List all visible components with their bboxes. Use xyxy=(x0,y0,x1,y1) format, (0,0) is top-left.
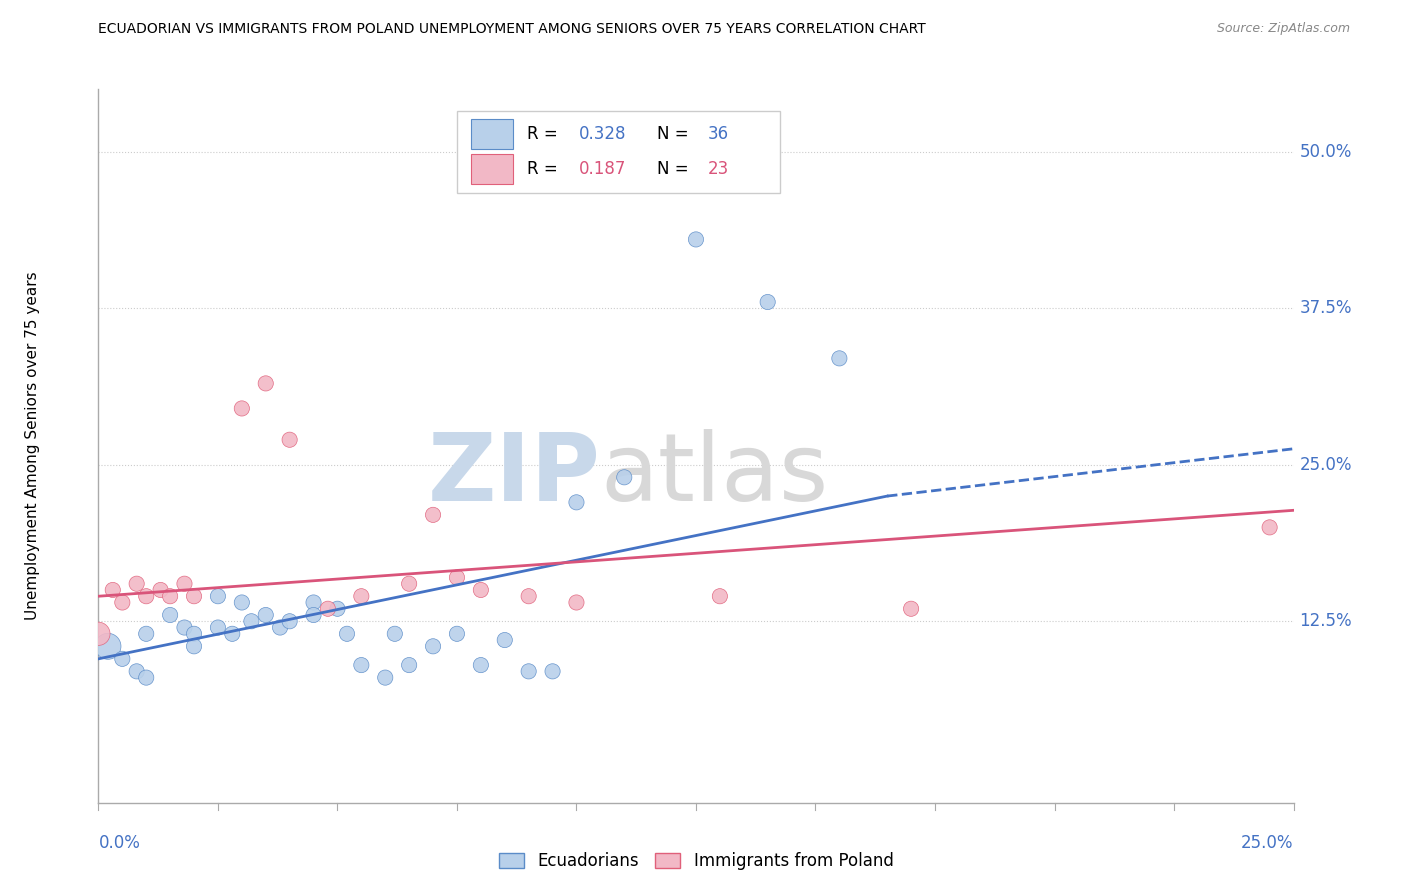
Point xyxy=(350,589,373,603)
Point xyxy=(278,433,301,447)
Text: 12.5%: 12.5% xyxy=(1299,612,1353,631)
Point xyxy=(101,582,124,597)
Text: 0.0%: 0.0% xyxy=(98,834,141,852)
Point xyxy=(517,665,540,679)
Point xyxy=(565,495,588,509)
Text: N =: N = xyxy=(657,161,693,178)
Text: 25.0%: 25.0% xyxy=(1299,456,1353,474)
Text: atlas: atlas xyxy=(600,428,828,521)
Point xyxy=(316,601,339,615)
Text: 0.328: 0.328 xyxy=(579,125,626,143)
Text: N =: N = xyxy=(657,125,693,143)
Point xyxy=(302,595,325,609)
FancyBboxPatch shape xyxy=(457,111,779,193)
Point xyxy=(900,601,922,615)
Point xyxy=(159,589,181,603)
Point xyxy=(613,470,636,484)
Point xyxy=(517,589,540,603)
Point xyxy=(336,627,359,641)
Point xyxy=(565,595,588,609)
Point xyxy=(173,576,195,591)
Point xyxy=(470,658,492,673)
Point xyxy=(278,614,301,628)
Point xyxy=(207,621,229,635)
Point xyxy=(494,633,516,648)
Point xyxy=(269,621,291,635)
Point xyxy=(302,607,325,622)
Point xyxy=(183,640,205,654)
Text: ZIP: ZIP xyxy=(427,428,600,521)
FancyBboxPatch shape xyxy=(471,154,513,184)
Text: ECUADORIAN VS IMMIGRANTS FROM POLAND UNEMPLOYMENT AMONG SENIORS OVER 75 YEARS CO: ECUADORIAN VS IMMIGRANTS FROM POLAND UNE… xyxy=(98,22,927,37)
Point xyxy=(135,671,157,685)
Legend: Ecuadorians, Immigrants from Poland: Ecuadorians, Immigrants from Poland xyxy=(492,846,900,877)
Text: 25.0%: 25.0% xyxy=(1241,834,1294,852)
Point xyxy=(125,576,148,591)
Point xyxy=(135,589,157,603)
Point xyxy=(125,665,148,679)
Point xyxy=(97,640,120,654)
Point xyxy=(159,607,181,622)
Point xyxy=(149,582,172,597)
FancyBboxPatch shape xyxy=(471,120,513,149)
Point xyxy=(254,376,277,391)
Text: 23: 23 xyxy=(709,161,730,178)
Point xyxy=(240,614,263,628)
Point xyxy=(828,351,851,366)
Point xyxy=(541,665,564,679)
Text: 36: 36 xyxy=(709,125,730,143)
Point xyxy=(254,607,277,622)
Point xyxy=(446,627,468,641)
Point xyxy=(231,595,253,609)
Point xyxy=(685,232,707,246)
Point xyxy=(398,658,420,673)
Point xyxy=(709,589,731,603)
Point xyxy=(207,589,229,603)
Point xyxy=(350,658,373,673)
Text: 37.5%: 37.5% xyxy=(1299,300,1353,318)
Point xyxy=(756,295,779,310)
Point xyxy=(183,589,205,603)
Point xyxy=(111,652,134,666)
Point xyxy=(422,640,444,654)
Point xyxy=(221,627,243,641)
Point xyxy=(470,582,492,597)
Point xyxy=(87,627,110,641)
Point xyxy=(135,627,157,641)
Text: 0.187: 0.187 xyxy=(579,161,626,178)
Text: R =: R = xyxy=(527,161,564,178)
Text: R =: R = xyxy=(527,125,564,143)
Point xyxy=(183,627,205,641)
Point xyxy=(384,627,406,641)
Text: 50.0%: 50.0% xyxy=(1299,143,1353,161)
Point xyxy=(173,621,195,635)
Point xyxy=(326,601,349,615)
Point xyxy=(422,508,444,522)
Point xyxy=(231,401,253,416)
Point xyxy=(398,576,420,591)
Point xyxy=(1258,520,1281,534)
Point xyxy=(111,595,134,609)
Text: Source: ZipAtlas.com: Source: ZipAtlas.com xyxy=(1216,22,1350,36)
Text: Unemployment Among Seniors over 75 years: Unemployment Among Seniors over 75 years xyxy=(25,272,41,620)
Point xyxy=(446,570,468,584)
Point xyxy=(374,671,396,685)
